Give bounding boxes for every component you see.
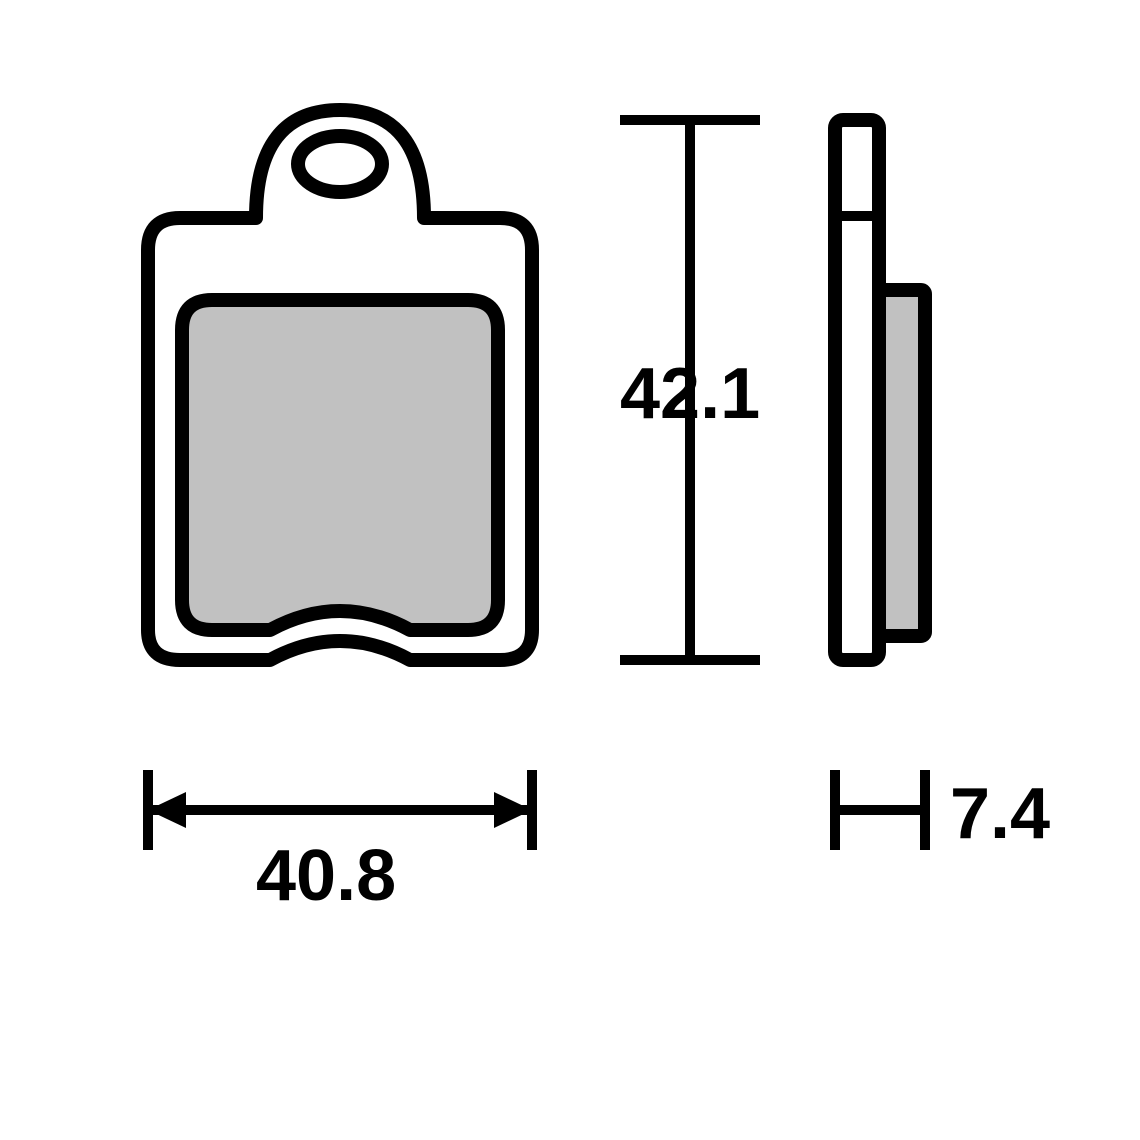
mounting-hole <box>298 136 382 192</box>
front-view <box>148 110 532 660</box>
friction-pad <box>182 300 498 630</box>
dimension-height: 42.1 <box>620 120 760 660</box>
dimension-height-label: 42.1 <box>620 354 760 434</box>
side-view <box>835 120 925 660</box>
side-friction-pad <box>879 290 925 636</box>
technical-drawing: 42.1 40.8 7.4 <box>0 0 1140 1140</box>
dimension-width: 40.8 <box>148 770 532 916</box>
dimension-thickness: 7.4 <box>835 770 1050 854</box>
dimension-thickness-label: 7.4 <box>950 774 1050 854</box>
dimension-width-label: 40.8 <box>256 836 396 916</box>
